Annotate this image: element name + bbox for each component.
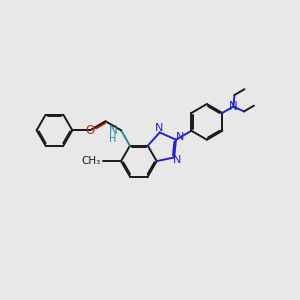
Text: H: H bbox=[109, 134, 116, 144]
Text: N: N bbox=[109, 124, 117, 137]
Text: CH₃: CH₃ bbox=[82, 156, 101, 166]
Text: N: N bbox=[176, 133, 184, 142]
Text: N: N bbox=[173, 155, 181, 165]
Text: N: N bbox=[154, 123, 163, 133]
Text: N: N bbox=[229, 100, 238, 113]
Text: O: O bbox=[85, 124, 95, 137]
